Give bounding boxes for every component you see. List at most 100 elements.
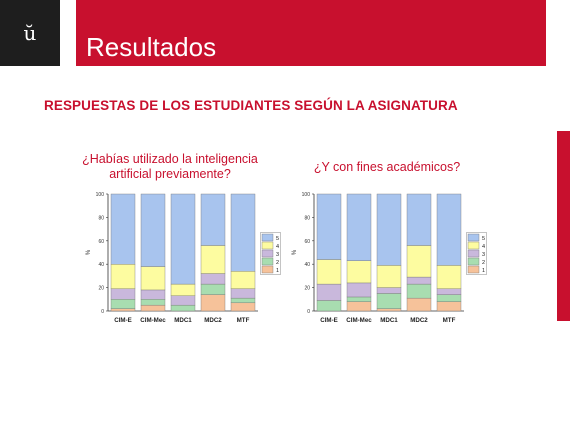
bar-segment-MTF-5	[230, 193, 256, 272]
bar-segment-MTF-2	[436, 294, 462, 302]
bar-segment-MDC1-5	[376, 193, 402, 266]
x-tick-label: CIM-Mec	[346, 317, 372, 324]
bar-segment-MDC1-3	[376, 287, 402, 294]
slide-subtitle: RESPUESTAS DE LOS ESTUDIANTES SEGÚN LA A…	[44, 98, 458, 113]
legend-swatch-3	[261, 249, 274, 258]
y-tick-label: 40	[304, 262, 310, 268]
bar-segment-CIM-E-3	[316, 283, 342, 301]
university-logo: ŭ	[0, 0, 60, 66]
bar-segment-CIM-Mec-3	[140, 289, 166, 300]
legend-label-5: 5	[482, 236, 485, 242]
x-tick-label: MDC2	[410, 317, 428, 324]
bar-segment-MDC1-3	[170, 295, 196, 306]
x-tick-label: CIM-Mec	[140, 317, 166, 324]
y-tick-label: 100	[96, 192, 105, 198]
bar-segment-CIM-E-4	[110, 263, 136, 289]
bar-segment-MTF-2	[230, 297, 256, 304]
legend-swatch-1	[467, 265, 480, 274]
bar-segment-MTF-4	[230, 271, 256, 289]
bar-segment-MTF-3	[436, 288, 462, 295]
bar-segment-MTF-3	[230, 288, 256, 299]
bar-segment-MDC2-4	[200, 245, 226, 274]
chart-2: 0 20 40 60 80 100% CIM-E CIM-Mec MDC1 MDC2 MTF 5 4 3 2…	[292, 192, 487, 324]
bar-segment-CIM-Mec-1	[346, 301, 372, 312]
bar-segment-CIM-Mec-3	[346, 282, 372, 298]
y-tick-label: 0	[307, 309, 310, 315]
bar-segment-MDC1-1	[376, 308, 402, 312]
bar-segment-MDC1-4	[170, 283, 196, 296]
bar-segment-MDC2-1	[200, 294, 226, 312]
bar-segment-MTF-1	[436, 301, 462, 312]
legend-swatch-4	[261, 241, 274, 250]
legend-swatch-3	[467, 249, 480, 258]
bar-segment-MDC2-5	[406, 193, 432, 246]
bar-segment-MDC2-3	[406, 276, 432, 285]
legend-label-1: 1	[276, 268, 279, 274]
legend-swatch-2	[261, 257, 274, 266]
bar-segment-MDC1-2	[376, 293, 402, 309]
title-bar: Resultados	[76, 0, 546, 66]
chart-1-title-line-1: ¿Habías utilizado la inteligencia	[82, 152, 258, 166]
y-tick-label: 60	[98, 239, 104, 245]
logo-icon: ŭ	[23, 21, 37, 45]
x-tick-label: MTF	[443, 317, 456, 324]
bar-segment-CIM-Mec-4	[140, 266, 166, 291]
y-tick-label: 60	[304, 239, 310, 245]
bar-segment-MDC2-2	[406, 283, 432, 299]
bar-segment-CIM-E-2	[316, 300, 342, 312]
legend-swatch-5	[467, 233, 480, 242]
chart-2-title-line-1: ¿Y con fines académicos?	[313, 160, 461, 174]
x-tick-label: MDC1	[174, 317, 192, 324]
y-tick-label: 0	[101, 309, 104, 315]
legend-label-4: 4	[482, 244, 485, 250]
bar-segment-MDC2-4	[406, 245, 432, 278]
legend-swatch-1	[261, 265, 274, 274]
bar-segment-MDC1-5	[170, 193, 196, 285]
bar-segment-MDC2-3	[200, 273, 226, 285]
legend-swatch-5	[261, 233, 274, 242]
bar-segment-MDC1-2	[170, 304, 196, 312]
bar-segment-CIM-E-2	[110, 299, 136, 309]
x-tick-label: MDC2	[204, 317, 222, 324]
chart-1-title-line-2: artificial previamente?	[109, 167, 231, 181]
bar-segment-MTF-5	[436, 193, 462, 266]
bar-segment-CIM-Mec-1	[140, 304, 166, 312]
chart-1: 0 20 40 60 80 100% CIM-E CIM-Mec MDC1 MDC2 MTF 5 4 3 2…	[86, 192, 281, 324]
y-axis-label: %	[292, 249, 298, 255]
legend-label-3: 3	[482, 252, 485, 258]
bar-segment-MDC2-1	[406, 297, 432, 312]
legend-label-2: 2	[482, 260, 485, 266]
page-title: Resultados	[86, 32, 217, 62]
bar-segment-CIM-Mec-4	[346, 260, 372, 284]
chart-2-title: ¿Y con fines académicos?	[312, 160, 462, 175]
y-tick-label: 20	[98, 286, 104, 292]
y-tick-label: 20	[304, 286, 310, 292]
legend-swatch-4	[467, 241, 480, 250]
legend-label-5: 5	[276, 236, 279, 242]
legend-swatch-2	[467, 257, 480, 266]
bar-segment-CIM-Mec-2	[140, 299, 166, 306]
bar-segment-CIM-Mec-5	[140, 193, 166, 267]
bar-segment-CIM-E-5	[316, 193, 342, 260]
y-tick-label: 100	[302, 192, 311, 198]
y-tick-label: 40	[98, 262, 104, 268]
x-tick-label: MDC1	[380, 317, 398, 324]
bar-segment-CIM-E-4	[316, 259, 342, 285]
y-tick-label: 80	[304, 215, 310, 221]
bar-segment-MDC2-5	[200, 193, 226, 246]
y-axis-label: %	[86, 249, 92, 255]
x-tick-label: CIM-E	[320, 317, 338, 324]
right-accent-bar	[557, 131, 570, 321]
bar-segment-MDC2-2	[200, 283, 226, 295]
x-tick-label: MTF	[237, 317, 250, 324]
bar-segment-MTF-1	[230, 302, 256, 312]
bar-segment-MTF-4	[436, 265, 462, 289]
legend-label-2: 2	[276, 260, 279, 266]
bar-segment-CIM-E-5	[110, 193, 136, 265]
bar-segment-CIM-Mec-2	[346, 296, 372, 302]
bar-segment-CIM-Mec-5	[346, 193, 372, 261]
bar-segment-CIM-E-3	[110, 288, 136, 300]
bar-segment-MDC1-4	[376, 265, 402, 288]
x-tick-label: CIM-E	[114, 317, 132, 324]
legend-label-4: 4	[276, 244, 279, 250]
